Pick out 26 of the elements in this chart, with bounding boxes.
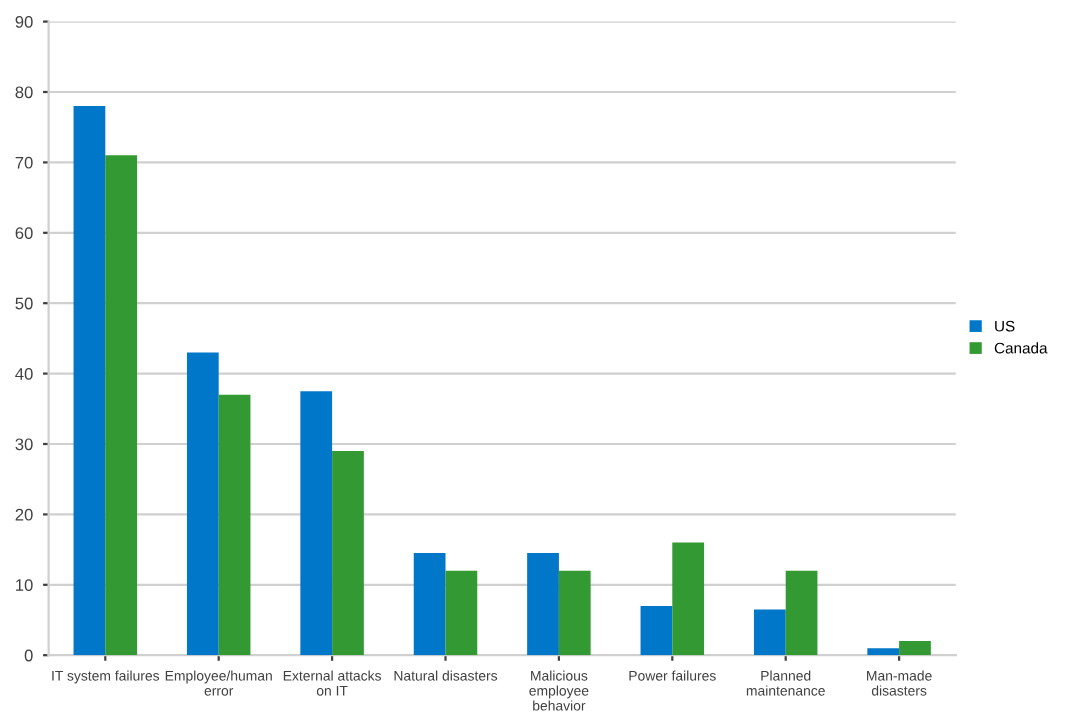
bar [640,605,673,656]
bar [753,609,786,656]
bar [105,155,138,656]
y-tick-label: 90 [15,16,33,28]
y-tick-label: 10 [16,579,33,591]
bar [785,570,818,656]
y-tick-label: 70 [15,156,33,169]
bar [867,648,900,656]
bar [186,352,219,656]
y-tick-label: 80 [15,86,33,99]
y-tick-label: 60 [15,227,33,239]
y-tick-label: 50 [15,297,33,310]
bar [672,542,705,656]
bar [332,451,364,656]
y-tick-label: 0 [24,649,33,662]
y-tick-label: 40 [15,368,33,380]
bar [300,391,333,656]
bar [73,106,106,656]
bar [445,570,478,656]
bar [413,553,446,656]
bar [899,641,931,656]
y-tick-label: 30 [15,438,33,451]
y-tick-label: 20 [15,508,33,521]
bar [218,394,251,656]
bar [527,553,559,656]
bar [558,570,591,656]
